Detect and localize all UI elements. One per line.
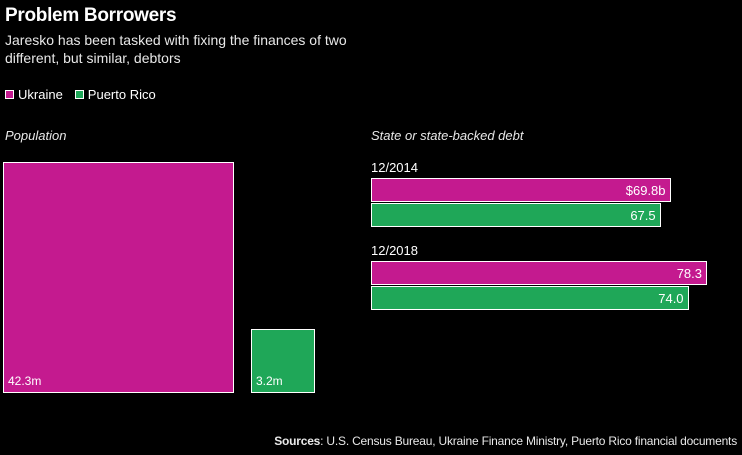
debt-bar-ukraine-12-2018: 78.3: [371, 261, 707, 285]
legend-swatch-ukraine: [5, 90, 14, 99]
legend-swatch-puerto-rico: [74, 90, 84, 99]
debt-bar-puerto-rico-12-2014: 67.5: [371, 203, 661, 227]
sources-note: Sources: U.S. Census Bureau, Ukraine Fin…: [274, 434, 737, 448]
population-label-ukraine: 42.3m: [8, 374, 42, 388]
chart-title: Problem Borrowers: [5, 5, 177, 26]
legend-label-ukraine: Ukraine: [18, 87, 63, 102]
legend-label-puerto-rico: Puerto Rico: [87, 87, 156, 102]
debt-bar-label-ukraine-12-2018: 78.3: [676, 266, 702, 281]
legend-item-ukraine: Ukraine: [5, 87, 63, 102]
debt-bar-puerto-rico-12-2018: 74.0: [371, 286, 689, 310]
population-panel-title: Population: [5, 128, 67, 143]
legend-item-puerto-rico: Puerto Rico: [74, 87, 156, 102]
chart-subtitle: Jaresko has been tasked with fixing the …: [5, 32, 347, 66]
population-label-puerto-rico: 3.2m: [256, 374, 283, 388]
debt-bar-label-ukraine-12-2014: $69.8b: [625, 183, 666, 198]
population-square-ukraine: [3, 162, 234, 393]
legend: Ukraine Puerto Rico: [5, 87, 168, 102]
sources-text: : U.S. Census Bureau, Ukraine Finance Mi…: [320, 434, 737, 448]
debt-bar-ukraine-12-2014: $69.8b: [371, 178, 671, 202]
sources-label: Sources: [274, 434, 321, 448]
debt-group-label-12-2014: 12/2014: [371, 160, 418, 175]
debt-panel-title: State or state-backed debt: [371, 128, 524, 143]
debt-group-label-12-2018: 12/2018: [371, 243, 418, 258]
debt-bar-label-puerto-rico-12-2014: 67.5: [630, 208, 656, 223]
debt-bar-label-puerto-rico-12-2018: 74.0: [658, 291, 684, 306]
population-square-puerto-rico: [251, 329, 315, 393]
